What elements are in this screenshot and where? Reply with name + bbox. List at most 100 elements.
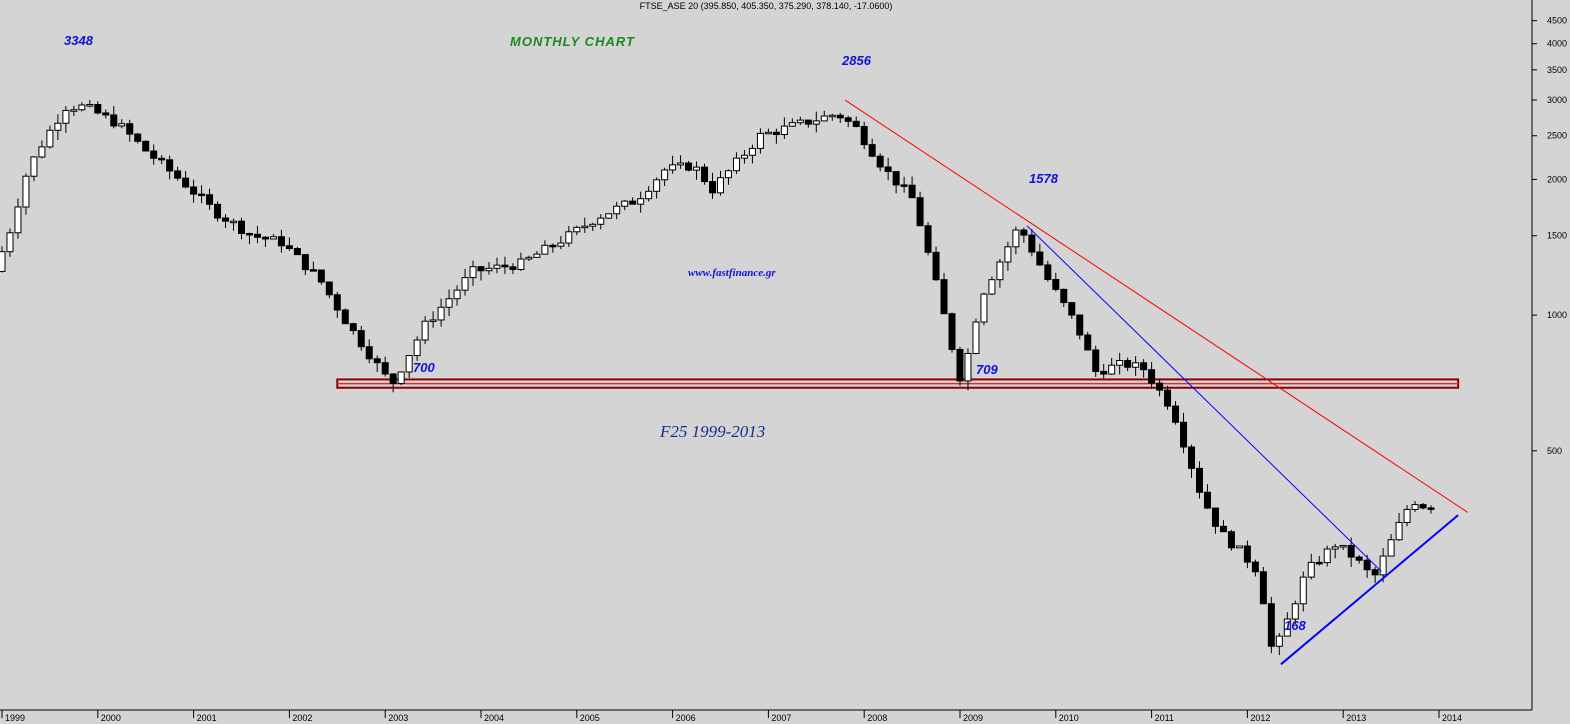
candle-bearish [916,197,924,227]
signature-label: F25 1999-2013 [659,422,765,441]
candle-bullish [764,131,772,135]
candle-bearish [1172,405,1180,423]
y-tick-label: 1500 [1547,231,1567,241]
candle-bullish [86,104,94,107]
candle-bullish [1411,504,1419,510]
candle-bullish [421,320,429,341]
trend-line [1026,225,1382,572]
x-tick-label: 2004 [484,713,504,723]
candle-bearish [1243,545,1251,563]
candle-bullish [46,129,54,148]
candle-bullish [565,231,573,244]
candle-bullish [557,242,565,247]
candle-bullish [405,355,413,373]
candle-bearish [110,114,118,127]
candle-bullish [780,125,788,136]
candle-bearish [836,114,844,119]
candle-bearish [860,125,868,146]
candle-bullish [22,175,30,208]
candle-bullish [812,120,820,125]
candle-bearish [956,348,964,382]
candle-bearish [1347,544,1355,558]
x-tick-label: 2012 [1250,713,1270,723]
x-tick-label: 2006 [676,713,696,723]
candle-bullish [1291,603,1299,620]
candle-bullish [677,162,685,166]
candle-bearish [948,313,956,350]
candle-bullish [621,200,629,207]
candle-bullish [445,298,453,308]
candle-bullish [1004,246,1012,263]
x-tick-label: 2005 [580,713,600,723]
candle-bearish [237,220,245,234]
candle-bearish [900,184,908,187]
candle-bearish [1355,556,1363,561]
candle-bearish [222,217,230,222]
candle-bearish [1044,264,1052,280]
candle-bearish [341,309,349,325]
candle-bullish [653,179,661,192]
x-tick-label: 1999 [5,713,25,723]
candle-bullish [461,277,469,291]
candle-bullish [533,253,541,258]
x-tick-label: 2011 [1155,713,1174,723]
x-tick-label: 2009 [963,713,983,723]
candle-bullish [1012,229,1020,248]
candle-bullish [820,115,828,122]
candle-bearish [126,123,134,135]
candle-bearish [301,254,309,271]
candle-bearish [884,166,892,173]
candle-bullish [637,198,645,205]
candle-bearish [389,373,397,384]
candle-bullish [661,169,669,181]
candle-bullish [1307,561,1315,578]
candle-bullish [964,352,972,382]
candle-bearish [349,323,357,332]
candle-bearish [844,117,852,122]
candle-bearish [293,248,301,256]
label-low-2012: 168 [1284,618,1306,633]
candle-bullish [269,236,277,240]
candle-bearish [1195,467,1203,493]
candle-bearish [892,171,900,186]
candle-bearish [206,194,214,205]
candle-bullish [1283,618,1291,637]
label-low-2003: 700 [413,360,435,375]
candle-bullish [6,232,14,253]
x-axis: 1999 2000 2001 2002 2003 2004 2005 2006 2007 2008… [1,710,1462,723]
candle-bullish [493,264,501,269]
candle-bearish [1363,559,1371,571]
support-zone-layer [336,378,1460,389]
candle-bullish [1116,360,1124,366]
candle-bullish [453,289,461,300]
candle-bearish [158,157,166,161]
candle-bearish [1371,569,1379,576]
candle-bearish [357,330,365,348]
candle-bearish [150,150,158,159]
candle-bullish [485,267,493,272]
candle-bearish [174,170,182,179]
candle-bullish [30,156,38,177]
candle-bearish [1140,362,1148,371]
candle-bearish [214,203,222,219]
candle-bullish [397,371,405,384]
candle-bullish [980,293,988,323]
y-tick-label: 2500 [1547,131,1567,141]
candle-bullish [1387,539,1395,557]
candle-bearish [245,232,253,236]
candle-bullish [525,256,533,260]
candle-bearish [1219,525,1227,533]
candle-bearish [932,251,940,281]
candle-bearish [924,225,932,253]
support-trend-line [1280,514,1459,666]
y-axis: 500 1000 1500 2000 2500 3000 3500 4000 4500 [1532,16,1567,456]
candle-bullish [693,166,701,171]
candle-bearish [317,269,325,283]
candle-bearish [701,166,709,183]
candle-bullish [788,122,796,127]
candle-bearish [1148,369,1156,384]
candle-bearish [772,131,780,136]
candle-bearish [549,244,557,248]
candle-bearish [1068,302,1076,316]
candle-bearish [1227,531,1235,549]
